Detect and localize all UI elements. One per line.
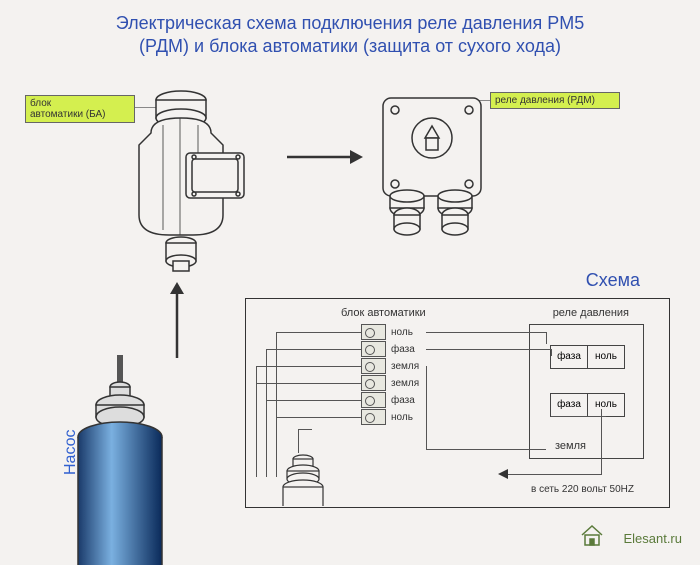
pump-label: Насос	[62, 429, 80, 475]
arrow-up-icon	[162, 280, 192, 360]
power-label: в сеть 220 вольт 50HZ	[531, 484, 634, 495]
terminal	[361, 358, 386, 374]
terminal-label: ноль	[391, 327, 413, 338]
terminal-block	[361, 324, 386, 426]
zemlya-label: земля	[555, 440, 586, 452]
schema-rdm-label: реле давления	[553, 307, 629, 319]
label-rele-davlenia: реле давления (РДМ)	[490, 92, 620, 109]
terminal-label: ноль	[391, 412, 413, 423]
title-line2: (РДМ) и блока автоматики (защита от сухо…	[139, 36, 561, 56]
terminal	[361, 375, 386, 391]
site-watermark: Elesant.ru	[623, 531, 682, 546]
device-ba	[138, 85, 268, 280]
relay-pair: фаза ноль	[550, 393, 625, 417]
label-block-avtomatiki: блок автоматики (БА)	[25, 95, 135, 123]
schema-pump-icon	[278, 451, 328, 506]
terminal	[361, 324, 386, 340]
relay-wiring-box: фаза ноль фаза ноль земля	[529, 324, 644, 459]
arrow-left-icon	[496, 467, 510, 481]
arrow-right-icon	[285, 142, 365, 172]
terminal	[361, 392, 386, 408]
house-icon	[579, 522, 605, 548]
terminal-label: земля	[391, 361, 419, 372]
relay-pair: фаза ноль	[550, 345, 625, 369]
diagram-title: Электрическая схема подключения реле дав…	[0, 0, 700, 65]
schema-title: Схема	[586, 270, 640, 291]
device-rdm	[375, 90, 490, 245]
terminal	[361, 409, 386, 425]
device-pump	[70, 355, 200, 565]
terminal	[361, 341, 386, 357]
schema-box: блок автоматики реле давления ноль фаза …	[245, 298, 670, 508]
terminal-label: фаза	[391, 395, 415, 406]
title-line1: Электрическая схема подключения реле дав…	[116, 13, 584, 33]
terminal-label: фаза	[391, 344, 415, 355]
schema-ba-label: блок автоматики	[341, 307, 426, 319]
terminal-label: земля	[391, 378, 419, 389]
